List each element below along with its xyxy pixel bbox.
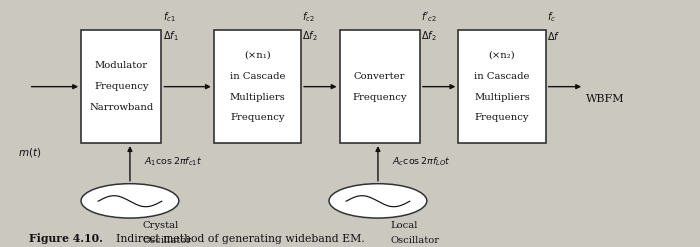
Text: Frequency: Frequency (475, 113, 529, 123)
Text: Local: Local (390, 221, 417, 230)
Text: Frequency: Frequency (352, 93, 407, 102)
Circle shape (329, 184, 427, 218)
Text: $f'_{c2}$: $f'_{c2}$ (421, 10, 437, 23)
Text: (×n₂): (×n₂) (489, 51, 515, 60)
Text: $m(t)$: $m(t)$ (18, 146, 42, 160)
Text: $f_{c1}$: $f_{c1}$ (163, 10, 176, 23)
Text: in Cascade: in Cascade (474, 72, 530, 81)
Text: Narrowband: Narrowband (89, 103, 153, 112)
Circle shape (81, 184, 178, 218)
Text: (×n₁): (×n₁) (244, 51, 271, 60)
Text: Multipliers: Multipliers (230, 93, 286, 102)
Text: Converter: Converter (354, 72, 405, 81)
Text: $f_{c2}$: $f_{c2}$ (302, 10, 315, 23)
Text: Crystal: Crystal (142, 221, 178, 230)
Text: $A_1 \cos 2\pi f_{c1} t$: $A_1 \cos 2\pi f_{c1} t$ (144, 155, 202, 168)
Text: Frequency: Frequency (230, 113, 285, 123)
Bar (214, 30, 301, 143)
Text: $\Delta f_2$: $\Delta f_2$ (421, 29, 437, 43)
Text: in Cascade: in Cascade (230, 72, 285, 81)
Text: Multipliers: Multipliers (474, 93, 530, 102)
Text: Oscillator: Oscillator (142, 236, 191, 245)
Text: Oscillator: Oscillator (390, 236, 440, 245)
Bar (340, 30, 420, 143)
Bar (81, 30, 162, 143)
Text: $\Delta f_1$: $\Delta f_1$ (163, 29, 179, 43)
Text: WBFM: WBFM (586, 94, 625, 104)
Text: $\Delta f$: $\Delta f$ (547, 30, 560, 42)
Text: Figure 4.10.: Figure 4.10. (29, 233, 102, 244)
Text: Frequency: Frequency (94, 82, 148, 91)
Bar (458, 30, 545, 143)
Text: $\Delta f_2$: $\Delta f_2$ (302, 29, 318, 43)
Text: $f_c$: $f_c$ (547, 10, 556, 23)
Text: Indirect method of generating wideband EM.: Indirect method of generating wideband E… (109, 234, 365, 244)
Text: Modulator: Modulator (94, 61, 148, 70)
Text: $A_c \cos 2\pi f_{LO} t$: $A_c \cos 2\pi f_{LO} t$ (392, 155, 451, 168)
